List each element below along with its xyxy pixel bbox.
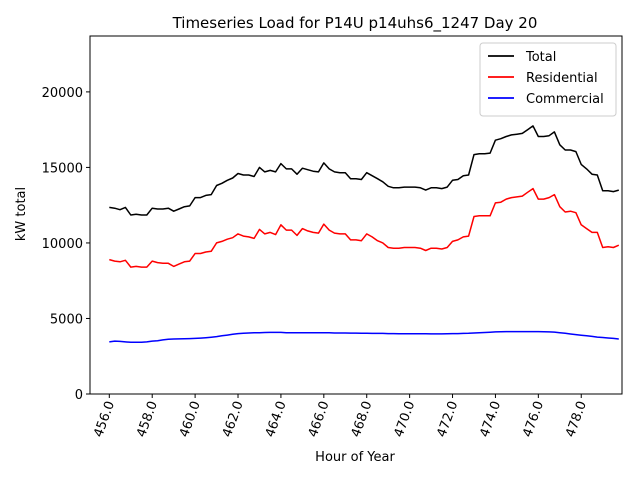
- y-tick-label: 5000: [50, 312, 83, 327]
- y-tick-label: 0: [75, 388, 83, 403]
- x-tick-label: 460.0: [177, 399, 204, 439]
- x-tick-label: 472.0: [434, 399, 461, 439]
- plot-area: [89, 35, 623, 395]
- legend: Total Residential Commercial: [479, 42, 617, 117]
- x-tick-label: 470.0: [392, 399, 419, 439]
- x-tick-label: 476.0: [520, 399, 547, 439]
- series-line-commercial: [109, 330, 619, 344]
- chart-title: Timeseries Load for P14U p14uhs6_1247 Da…: [172, 14, 538, 33]
- plot-frame: [89, 35, 623, 395]
- y-tick-label: 20000: [42, 86, 83, 101]
- x-tick-label: 458.0: [134, 399, 161, 439]
- x-tick-label: 464.0: [263, 399, 290, 439]
- series-line-total: [109, 125, 620, 216]
- x-tick-label: 478.0: [563, 399, 590, 439]
- x-tick-label: 466.0: [306, 399, 333, 439]
- y-axis: 0 5000 10000 15000 20000: [42, 86, 90, 403]
- x-tick-label: 474.0: [477, 399, 504, 439]
- series-line-residential: [109, 187, 620, 268]
- x-tick-label: 462.0: [220, 399, 247, 439]
- y-tick-label: 15000: [42, 161, 83, 176]
- x-axis: 456.0 458.0 460.0 462.0 464.0 466.0 468.0 470.0…: [91, 394, 590, 439]
- x-axis-label: Hour of Year: [315, 450, 395, 465]
- legend-label-residential: Residential: [526, 71, 598, 86]
- y-axis-label: kW total: [14, 187, 29, 241]
- legend-label-total: Total: [525, 50, 556, 65]
- legend-label-commercial: Commercial: [526, 92, 604, 107]
- x-tick-label: 456.0: [91, 399, 118, 439]
- x-tick-label: 468.0: [349, 399, 376, 439]
- y-tick-label: 10000: [42, 237, 83, 252]
